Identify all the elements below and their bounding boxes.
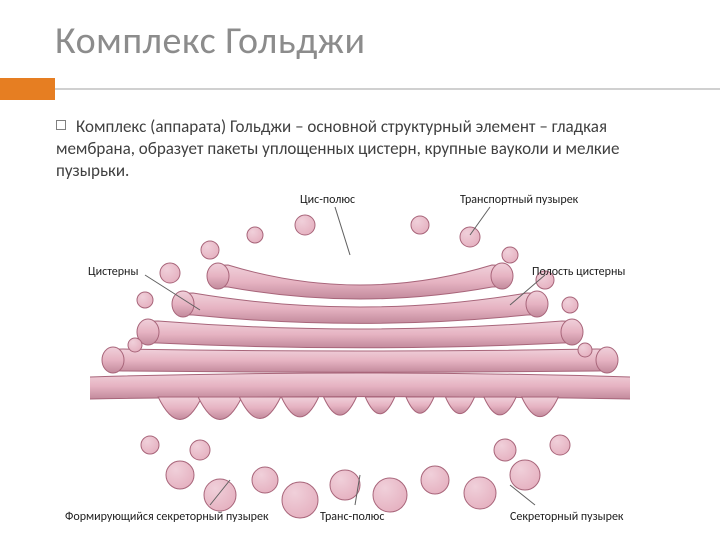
page-title: Комплекс Гольджи <box>55 18 366 64</box>
accent-bar <box>0 78 55 100</box>
label-cisternae: Цистерны <box>88 265 138 279</box>
bottom-vesicles <box>141 435 570 518</box>
label-lumen: Полость цистерны <box>532 265 625 279</box>
body-text: Комплекс (аппарата) Гольджи – основной с… <box>56 116 619 181</box>
label-transport-vesicle: Транспортный пузырек <box>460 193 578 207</box>
label-trans: Транс-полюс <box>320 510 384 524</box>
label-secretory-vesicle: Секреторный пузырек <box>510 510 624 524</box>
golgi-diagram: Цис-полюс Транспортный пузырек Цистерны … <box>90 195 630 525</box>
label-cis: Цис-полюс <box>300 193 355 207</box>
slide: Комплекс Гольджи Комплекс (аппарата) Гол… <box>0 0 720 540</box>
golgi-svg <box>90 195 630 525</box>
bullet-icon <box>56 120 66 130</box>
label-forming-vesicle: Формирующийся секреторный пузырек <box>65 510 269 524</box>
title-divider <box>55 88 720 90</box>
body-paragraph: Комплекс (аппарата) Гольджи – основной с… <box>56 116 680 181</box>
